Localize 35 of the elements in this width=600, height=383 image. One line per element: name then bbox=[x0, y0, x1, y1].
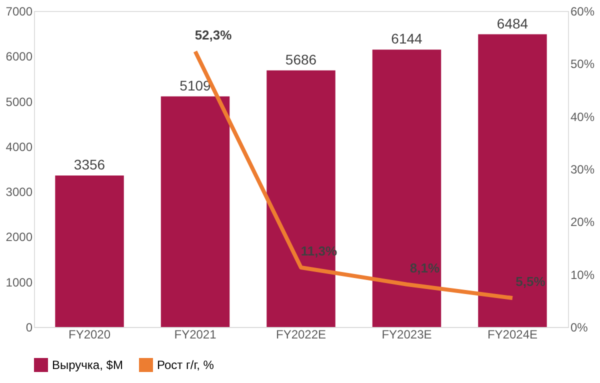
data-label: 5,5% bbox=[516, 274, 546, 290]
data-label: 52,3% bbox=[194, 28, 232, 43]
data-label: 6144 bbox=[391, 30, 423, 47]
bar bbox=[372, 50, 442, 327]
y-tick-label: 1000 bbox=[6, 275, 33, 290]
y-tick-label: 4000 bbox=[6, 140, 33, 154]
y2-tick-label: 0% bbox=[570, 320, 588, 334]
y2-tick-label: 30% bbox=[570, 162, 595, 176]
data-label: 5109 bbox=[180, 77, 212, 94]
y2-tick-label: 20% bbox=[570, 215, 595, 230]
y2-tick-label: 60% bbox=[570, 4, 595, 18]
bar bbox=[478, 34, 547, 327]
data-label: 6484 bbox=[496, 15, 528, 32]
y-tick-label: 5000 bbox=[6, 94, 33, 109]
x-tick-label: FY2020 bbox=[68, 328, 111, 342]
x-tick-label: FY2021 bbox=[174, 328, 217, 342]
data-label: 3356 bbox=[74, 156, 106, 172]
y-tick-label: 7000 bbox=[6, 4, 33, 18]
x-tick-label: FY2024E bbox=[487, 328, 538, 342]
y-tick-label: 0 bbox=[26, 320, 33, 334]
y2-tick-label: 10% bbox=[570, 268, 595, 282]
x-tick-label: FY2022E bbox=[276, 328, 326, 342]
y-tick-label: 6000 bbox=[6, 50, 33, 64]
bar bbox=[55, 176, 124, 327]
bar bbox=[160, 96, 230, 327]
data-label: 8,1% bbox=[410, 260, 440, 276]
legend-label: Выручка, $M bbox=[52, 358, 123, 372]
bar bbox=[266, 70, 336, 327]
y2-tick-label: 50% bbox=[570, 57, 595, 72]
x-tick-label: FY2023E bbox=[382, 328, 432, 342]
y-tick-label: 2000 bbox=[6, 230, 33, 244]
y2-tick-label: 40% bbox=[570, 110, 595, 124]
y-tick-label: 3000 bbox=[6, 185, 33, 200]
legend-label: Рост г/г, % bbox=[157, 358, 214, 372]
data-label: 5686 bbox=[285, 51, 317, 68]
